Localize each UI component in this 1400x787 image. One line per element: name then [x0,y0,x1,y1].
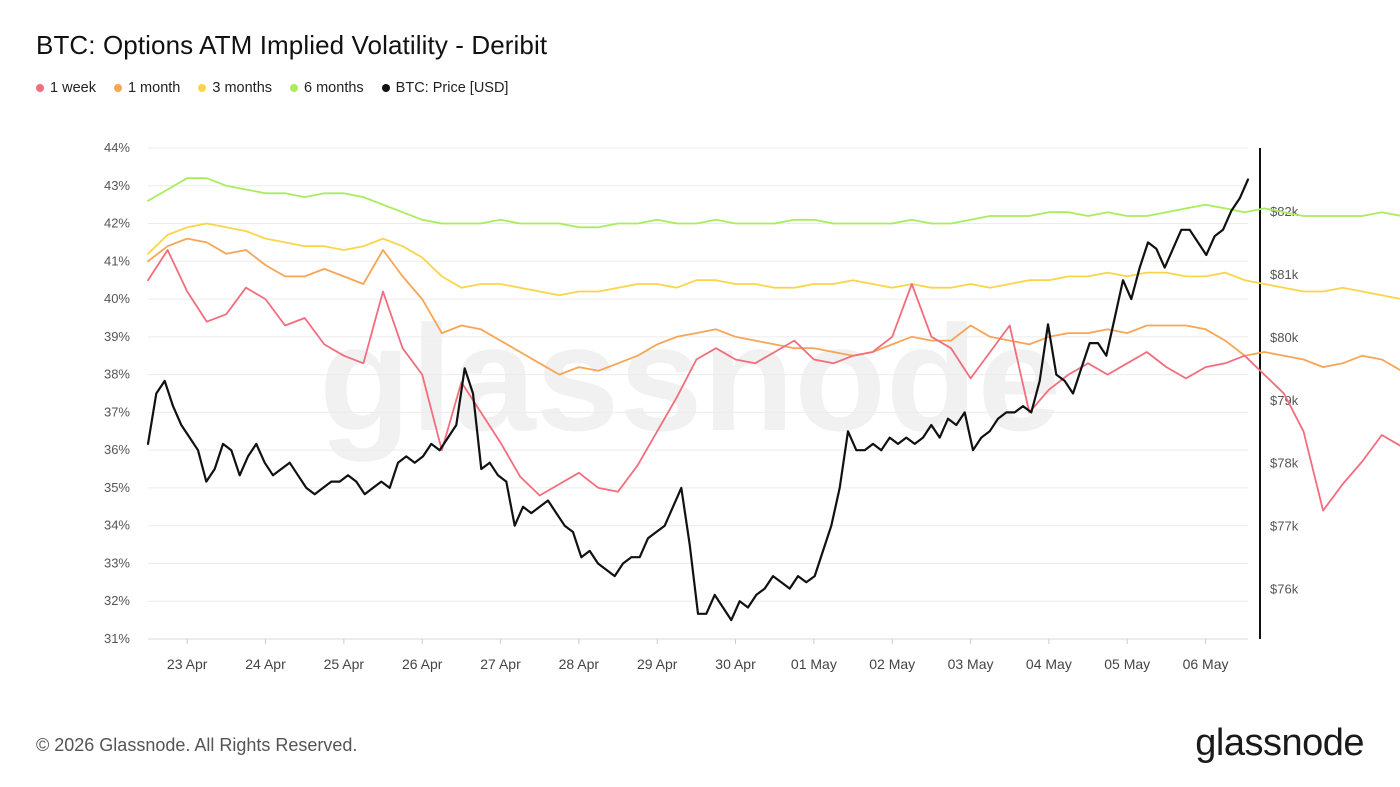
legend-dot-1-week [36,84,44,92]
copyright-footer: © 2026 Glassnode. All Rights Reserved. [36,735,358,755]
y-left-tick-label: 36% [104,442,130,457]
legend-label-3-months: 3 months [212,80,273,96]
series-line-btc-price-usd [146,178,1250,622]
y-left-tick-label: 44% [104,140,130,155]
x-tick-label: 25 Apr [324,656,365,672]
x-tick-label: 27 Apr [480,656,521,672]
legend-item-1-week[interactable]: 1 week [36,80,96,96]
legend-item-btc-price[interactable]: BTC: Price [USD] [381,80,509,96]
legend-label-1-week: 1 week [50,80,96,96]
legend-label-btc-price: BTC: Price [USD] [395,80,509,96]
y-left-tick-label: 41% [104,253,130,268]
series-lines [146,177,1400,622]
x-tick-label: 28 Apr [559,656,600,672]
y-axis-right: $76k$77k$78k$79k$80k$81k$82k [1259,148,1299,639]
y-left-tick-label: 34% [104,518,130,533]
y-left-tick-label: 42% [104,216,130,231]
y-left-tick-label: 31% [104,631,130,646]
legend-item-6-months[interactable]: 6 months [290,80,364,96]
x-tick-label: 24 Apr [245,656,286,672]
x-tick-label: 30 Apr [715,656,756,672]
y-left-tick-label: 35% [104,480,130,495]
series-line-1-week [147,249,1400,512]
legend: 1 week 1 month 3 months 6 months BTC: Pr… [36,80,508,96]
x-tick-label: 26 Apr [402,656,443,672]
x-tick-label: 23 Apr [167,656,208,672]
series-line-6-months [147,177,1400,229]
x-tick-label: 01 May [791,656,837,672]
y-left-tick-label: 39% [104,329,130,344]
x-tick-label: 29 Apr [637,656,678,672]
x-tick-label: 05 May [1104,656,1150,672]
legend-label-1-month: 1 month [127,80,181,96]
y-right-tick-label: $78k [1270,456,1299,471]
y-left-tick-label: 33% [104,555,130,570]
legend-item-3-months[interactable]: 3 months [198,80,272,96]
series-line-1-month [147,237,1400,376]
y-left-tick-label: 32% [104,593,130,608]
legend-dot-3-months [198,84,207,92]
x-tick-label: 02 May [869,656,915,672]
brand-logo: glassnode [1195,722,1364,764]
legend-item-1-month[interactable]: 1 month [113,80,181,96]
y-right-tick-label: $79k [1270,393,1299,408]
series-line-3-months [147,222,1400,300]
y-axis-left: 31% 32% 33% 34% 35% 36% 37% 38% 39% 40% 41% 42% 43% 4… [104,140,130,646]
y-left-tick-label: 37% [104,404,130,419]
x-axis: 23 Apr 24 Apr 25 Apr 26 Apr 27 Apr 28 Apr 29 A… [167,639,1229,672]
y-right-tick-label: $76k [1270,582,1299,597]
x-tick-label: 06 May [1183,656,1229,672]
chart-title: BTC: Options ATM Implied Volatility - De… [36,30,548,60]
y-right-tick-label: $80k [1270,330,1299,345]
legend-label-6-months: 6 months [304,80,364,96]
watermark: glassnode [319,294,1061,462]
legend-dot-btc-price [381,84,390,92]
x-tick-label: 03 May [948,656,994,672]
y-left-tick-label: 38% [104,367,130,382]
legend-dot-1-month [113,84,122,92]
y-left-tick-label: 40% [104,291,130,306]
legend-dot-6-months [290,84,299,92]
x-tick-label: 04 May [1026,656,1072,672]
y-right-tick-label: $77k [1270,519,1299,534]
y-left-tick-label: 43% [104,178,130,193]
y-right-tick-label: $81k [1270,267,1299,282]
